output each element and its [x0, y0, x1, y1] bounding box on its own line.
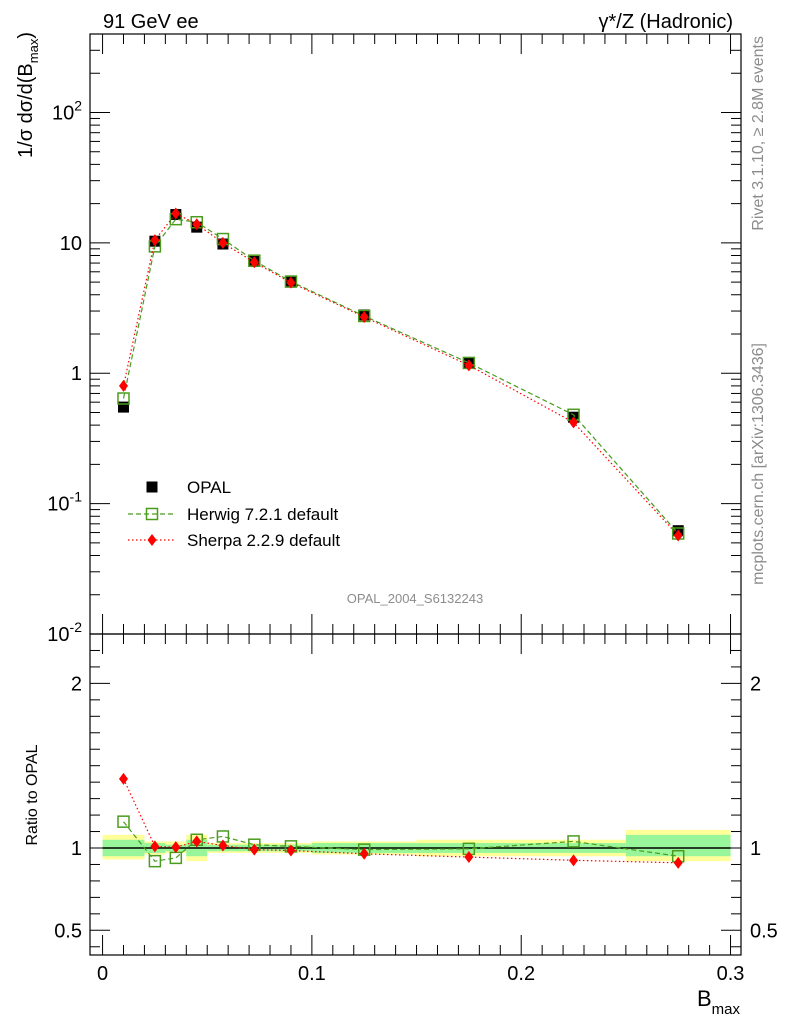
legend: OPAL Herwig 7.2.1 default Sherpa 2.2.9 def…	[128, 478, 340, 550]
data-point	[673, 856, 683, 869]
x-tick-label: 0.3	[717, 963, 745, 985]
ratio-y-tick-label: 2	[71, 673, 82, 695]
y-tick-label: 10	[60, 233, 82, 255]
data-point	[286, 276, 296, 289]
ratio-y-tick-label: 0.5	[54, 920, 82, 942]
watermark: OPAL_2004_S6132243	[347, 591, 483, 606]
data-point	[117, 815, 130, 828]
data-point	[249, 256, 259, 269]
data-point	[150, 840, 160, 853]
data-point	[569, 416, 579, 429]
legend-marker	[146, 481, 158, 493]
data-point	[569, 854, 579, 867]
series-line	[122, 778, 679, 864]
ratio-y-axis-label: Ratio to OPAL	[24, 744, 41, 845]
data-point	[567, 835, 580, 848]
data-point	[192, 218, 202, 231]
main-panel: 10-2 10-1 1 10 102 OPAL_2004_S6132243 1/σ dσ…	[15, 32, 742, 646]
data-point	[464, 359, 474, 372]
data-point	[464, 851, 474, 864]
x-axis-label: Bmax	[697, 986, 741, 1018]
data-point	[218, 236, 228, 249]
data-point	[150, 234, 160, 247]
legend-label: Herwig 7.2.1 default	[187, 505, 338, 524]
side-label-rivet: Rivet 3.1.10, ≥ 2.8M events	[750, 36, 767, 231]
header-left: 91 GeV ee	[103, 11, 199, 33]
legend-label: OPAL	[187, 478, 231, 497]
data-point	[286, 844, 296, 857]
ratio-y-tick-label-right: 0.5	[750, 920, 778, 942]
series-line	[123, 821, 679, 862]
legend-label: Sherpa 2.2.9 default	[187, 531, 340, 550]
y-tick-label: 10-1	[47, 489, 82, 516]
series-line	[122, 212, 679, 536]
x-tick-label: 0	[97, 963, 108, 985]
data-point	[118, 772, 128, 785]
ratio-y-tick-label: 1	[71, 838, 82, 860]
x-tick-label: 0.2	[507, 963, 535, 985]
ratio-y-tick-label-right: 1	[750, 838, 761, 860]
data-point	[171, 207, 181, 220]
side-label-mcplots: mcplots.cern.ch [arXiv:1306.3436]	[750, 343, 767, 585]
data-point	[171, 841, 181, 854]
legend-marker	[145, 507, 159, 521]
ratio-panel: 0 0.1 0.2 0.30.5 0.51 12 2 Ratio to OPAL Bmax	[24, 633, 778, 1018]
x-tick-label: 0.1	[298, 963, 326, 985]
uncertainty-band-inner	[625, 834, 731, 857]
y-tick-label: 102	[52, 97, 82, 124]
main-y-axis-label: 1/σ dσ/d(Bmax)	[15, 32, 41, 158]
y-tick-label: 1	[71, 363, 82, 385]
data-point	[359, 847, 369, 860]
data-point	[169, 851, 183, 865]
data-point	[673, 529, 683, 542]
data-point	[192, 835, 202, 848]
header-right: γ*/Z (Hadronic)	[599, 11, 733, 33]
ratio-y-tick-label-right: 2	[750, 673, 761, 695]
data-point	[249, 843, 259, 856]
data-point	[218, 839, 228, 852]
data-point	[148, 854, 162, 868]
ratio-frame	[89, 633, 742, 956]
data-point	[117, 392, 130, 405]
data-point	[118, 379, 128, 392]
data-point	[359, 311, 369, 324]
data-point	[117, 401, 129, 413]
y-tick-label: 10-2	[47, 619, 82, 646]
legend-marker	[147, 534, 157, 546]
